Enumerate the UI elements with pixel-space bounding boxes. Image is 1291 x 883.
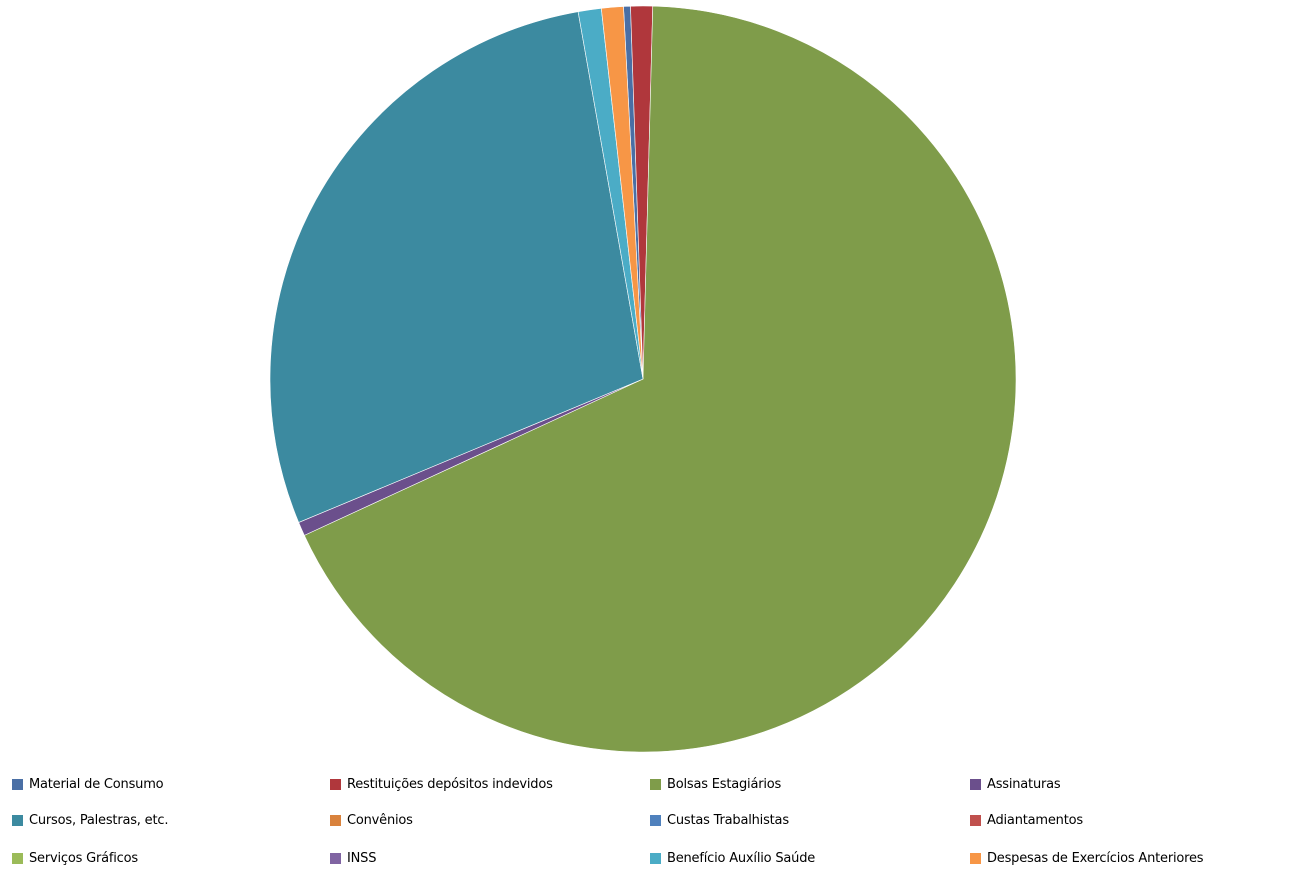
pie-slice-despesas-de-exercicios-anteriores [600, 6, 644, 380]
legend-label: Restituições depósitos indevidos [347, 776, 553, 792]
legend-label: Cursos, Palestras, etc. [29, 812, 169, 828]
legend-label: Adiantamentos [987, 812, 1083, 828]
legend-swatch [330, 814, 341, 826]
legend-label: Custas Trabalhistas [667, 812, 789, 828]
legend-item-beneficio-auxilio-saude: Benefício Auxílio Saúde [650, 847, 815, 869]
legend-item-despesas-de-exercicios-anteriores: Despesas de Exercícios Anteriores [970, 847, 1204, 869]
pie-slice-bolsas-estagiarios [303, 5, 1017, 753]
legend-item-assinaturas: Assinaturas [970, 773, 1061, 795]
legend-label: Benefício Auxílio Saúde [667, 850, 816, 866]
legend-swatch [12, 852, 23, 864]
legend-item-material-de-consumo: Material de Consumo [12, 773, 164, 795]
legend-swatch [970, 852, 981, 864]
legend-item-convenios: Convênios [330, 809, 413, 831]
legend-swatch [330, 852, 341, 864]
legend-label: Serviços Gráficos [29, 850, 138, 866]
legend-swatch [650, 814, 661, 826]
legend-item-cursos-palestras-etc: Cursos, Palestras, etc. [12, 809, 168, 831]
legend-swatch [970, 814, 981, 826]
legend-label: Assinaturas [987, 776, 1061, 792]
legend-item-restituicoes-depositos-indevidos: Restituições depósitos indevidos [330, 773, 553, 795]
legend-item-custas-trabalhistas: Custas Trabalhistas [650, 809, 789, 831]
legend-swatch [12, 814, 23, 826]
legend-label: Despesas de Exercícios Anteriores [987, 850, 1204, 866]
legend-swatch [12, 778, 23, 790]
legend-swatch [970, 778, 981, 790]
legend-label: Material de Consumo [29, 776, 164, 792]
legend-label: INSS [347, 850, 377, 866]
legend-item-servicos-graficos: Serviços Gráficos [12, 847, 138, 869]
pie-slice-cursos-palestras-etc [269, 11, 644, 523]
legend-swatch [650, 778, 661, 790]
legend-item-adiantamentos: Adiantamentos [970, 809, 1083, 831]
legend-item-inss: INSS [330, 847, 376, 869]
legend-label: Convênios [347, 812, 413, 828]
legend-swatch [330, 778, 341, 790]
legend-item-bolsas-estagiarios: Bolsas Estagiários [650, 773, 781, 795]
legend-label: Bolsas Estagiários [667, 776, 782, 792]
legend-swatch [650, 852, 661, 864]
